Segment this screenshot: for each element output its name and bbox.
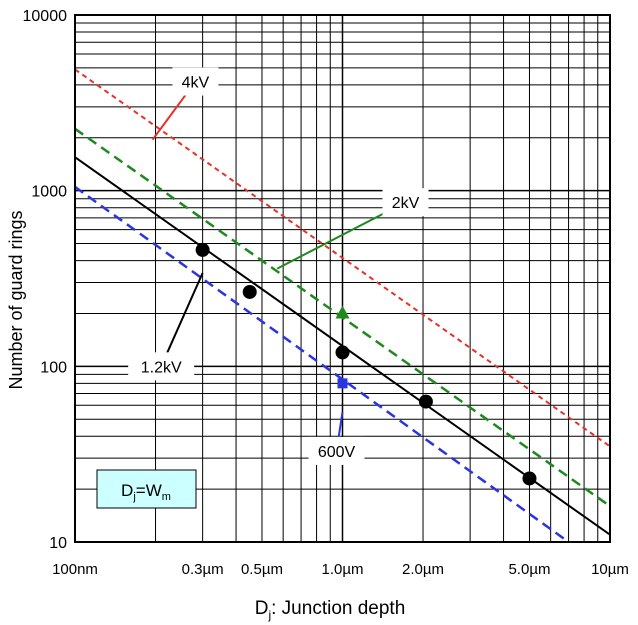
annotation-box-600v [308,436,365,465]
data-point-1-2kv [195,242,210,257]
tick-labels: 100nm 0.3µm 0.5µm 1.0µm 2.0µm 5.0µm 10µm 10 100 1… [23,8,629,578]
annotation-box-2kv [382,188,429,217]
dj-equals-wm-label-mid: =W [136,481,162,500]
dj-equals-wm-label: Dj=Wm [121,481,171,503]
data-point-2kv [335,305,350,319]
data-markers [195,242,537,486]
x-tick-label: 10µm [591,561,629,578]
data-point-1-2kv [242,284,257,299]
x-tick-label: 1.0µm [322,561,364,578]
annotation-label-2kv: 2kV [392,195,420,212]
annotation-leader-1-2kv [160,272,204,367]
x-axis-title-main: D [255,598,269,619]
x-axis-title: Dj: Junction depth [255,598,406,622]
dj-equals-wm-label-sub1: j [132,491,135,503]
y-axis-title: Number of guard rings [6,210,26,389]
grid [74,15,610,543]
dj-equals-wm-box-bg [96,469,197,509]
y-tick-label: 10000 [23,8,68,25]
x-tick-label: 2.0µm [402,561,444,578]
series-line-4kv [74,68,611,448]
series-line-600v [74,185,570,544]
dj-equals-wm-label-main: D [121,481,133,500]
x-tick-label: 0.5µm [241,561,283,578]
data-point-600v [337,378,348,389]
x-axis-title-sub: j [267,608,271,622]
annotations: 4kV 2kV 1.2kV 600V [128,67,429,465]
y-tick-label: 100 [40,359,67,376]
dj-equals-wm-box: Dj=Wm [96,469,197,509]
annotation-box-1-2kv [128,352,195,381]
x-tick-label: 0.3µm [182,561,224,578]
data-point-1-2kv [335,345,350,360]
annotation-box-4kv [172,67,219,96]
data-point-1-2kv [522,471,537,486]
dj-equals-wm-label-sub2: m [162,491,171,503]
x-tick-label: 100nm [52,561,98,578]
y-tick-label: 10 [49,535,67,552]
y-tick-label: 1000 [31,184,67,201]
annotation-label-4kv: 4kV [182,75,210,92]
annotation-label-1-2kv: 1.2kV [141,359,182,376]
plot-frame [74,14,611,543]
annotation-label-600v: 600V [318,444,356,461]
x-axis-title-rest: : Junction depth [271,598,405,619]
data-point-1-2kv [418,394,433,409]
x-tick-label: 5.0µm [508,561,550,578]
